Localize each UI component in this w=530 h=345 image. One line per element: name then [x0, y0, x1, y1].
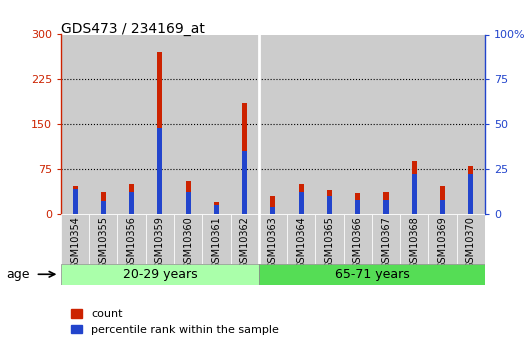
- FancyBboxPatch shape: [457, 214, 485, 264]
- Bar: [202, 34, 231, 214]
- Bar: [299, 184, 304, 214]
- Bar: [231, 34, 259, 214]
- Bar: [457, 34, 485, 214]
- Bar: [214, 202, 219, 214]
- Text: age: age: [6, 268, 30, 281]
- Text: GSM10370: GSM10370: [466, 216, 476, 269]
- Bar: [242, 103, 247, 214]
- Bar: [372, 34, 400, 214]
- Bar: [412, 175, 417, 214]
- Bar: [146, 34, 174, 214]
- FancyBboxPatch shape: [89, 214, 118, 264]
- FancyBboxPatch shape: [428, 214, 457, 264]
- Bar: [214, 205, 219, 214]
- Bar: [118, 34, 146, 214]
- Text: GSM10355: GSM10355: [99, 216, 108, 269]
- Bar: [440, 186, 445, 214]
- Bar: [73, 189, 77, 214]
- FancyBboxPatch shape: [61, 214, 89, 264]
- Text: GSM10361: GSM10361: [211, 216, 222, 269]
- Bar: [129, 193, 134, 214]
- Bar: [129, 184, 134, 214]
- FancyBboxPatch shape: [259, 264, 485, 285]
- Bar: [270, 196, 276, 214]
- Bar: [469, 175, 473, 214]
- Bar: [186, 181, 191, 214]
- Bar: [242, 151, 247, 214]
- Text: GSM10360: GSM10360: [183, 216, 193, 269]
- Legend: count, percentile rank within the sample: count, percentile rank within the sample: [66, 305, 283, 339]
- Bar: [440, 199, 445, 214]
- Bar: [384, 199, 388, 214]
- Text: GSM10367: GSM10367: [381, 216, 391, 269]
- Text: GSM10363: GSM10363: [268, 216, 278, 269]
- Bar: [287, 34, 315, 214]
- FancyBboxPatch shape: [202, 214, 231, 264]
- FancyBboxPatch shape: [287, 214, 315, 264]
- FancyBboxPatch shape: [259, 214, 287, 264]
- FancyBboxPatch shape: [146, 214, 174, 264]
- Bar: [299, 193, 304, 214]
- FancyBboxPatch shape: [231, 214, 259, 264]
- Bar: [186, 193, 191, 214]
- FancyBboxPatch shape: [343, 214, 372, 264]
- Bar: [73, 186, 77, 214]
- Bar: [327, 190, 332, 214]
- Bar: [469, 166, 473, 214]
- Text: GSM10364: GSM10364: [296, 216, 306, 269]
- Text: GSM10359: GSM10359: [155, 216, 165, 269]
- Bar: [355, 199, 360, 214]
- Text: GSM10354: GSM10354: [70, 216, 80, 269]
- Bar: [315, 34, 343, 214]
- Text: GSM10366: GSM10366: [353, 216, 363, 269]
- Bar: [384, 192, 388, 214]
- Bar: [343, 34, 372, 214]
- Bar: [355, 193, 360, 214]
- Text: GSM10368: GSM10368: [409, 216, 419, 269]
- Text: GSM10369: GSM10369: [438, 216, 447, 269]
- Bar: [101, 201, 106, 214]
- FancyBboxPatch shape: [400, 214, 428, 264]
- Bar: [428, 34, 457, 214]
- Bar: [157, 128, 162, 214]
- FancyBboxPatch shape: [372, 214, 400, 264]
- Text: GSM10365: GSM10365: [324, 216, 334, 269]
- Bar: [101, 192, 106, 214]
- Bar: [89, 34, 118, 214]
- Bar: [327, 196, 332, 214]
- Text: GSM10356: GSM10356: [127, 216, 137, 269]
- FancyBboxPatch shape: [315, 214, 343, 264]
- Bar: [400, 34, 428, 214]
- Bar: [412, 161, 417, 214]
- Bar: [61, 34, 89, 214]
- FancyBboxPatch shape: [174, 214, 202, 264]
- Text: 20-29 years: 20-29 years: [122, 268, 197, 281]
- FancyBboxPatch shape: [118, 214, 146, 264]
- Bar: [174, 34, 202, 214]
- FancyBboxPatch shape: [61, 264, 259, 285]
- Bar: [270, 207, 276, 214]
- Bar: [157, 52, 162, 214]
- Text: GSM10362: GSM10362: [240, 216, 250, 269]
- Text: GDS473 / 234169_at: GDS473 / 234169_at: [61, 22, 205, 37]
- Text: 65-71 years: 65-71 years: [334, 268, 409, 281]
- Bar: [259, 34, 287, 214]
